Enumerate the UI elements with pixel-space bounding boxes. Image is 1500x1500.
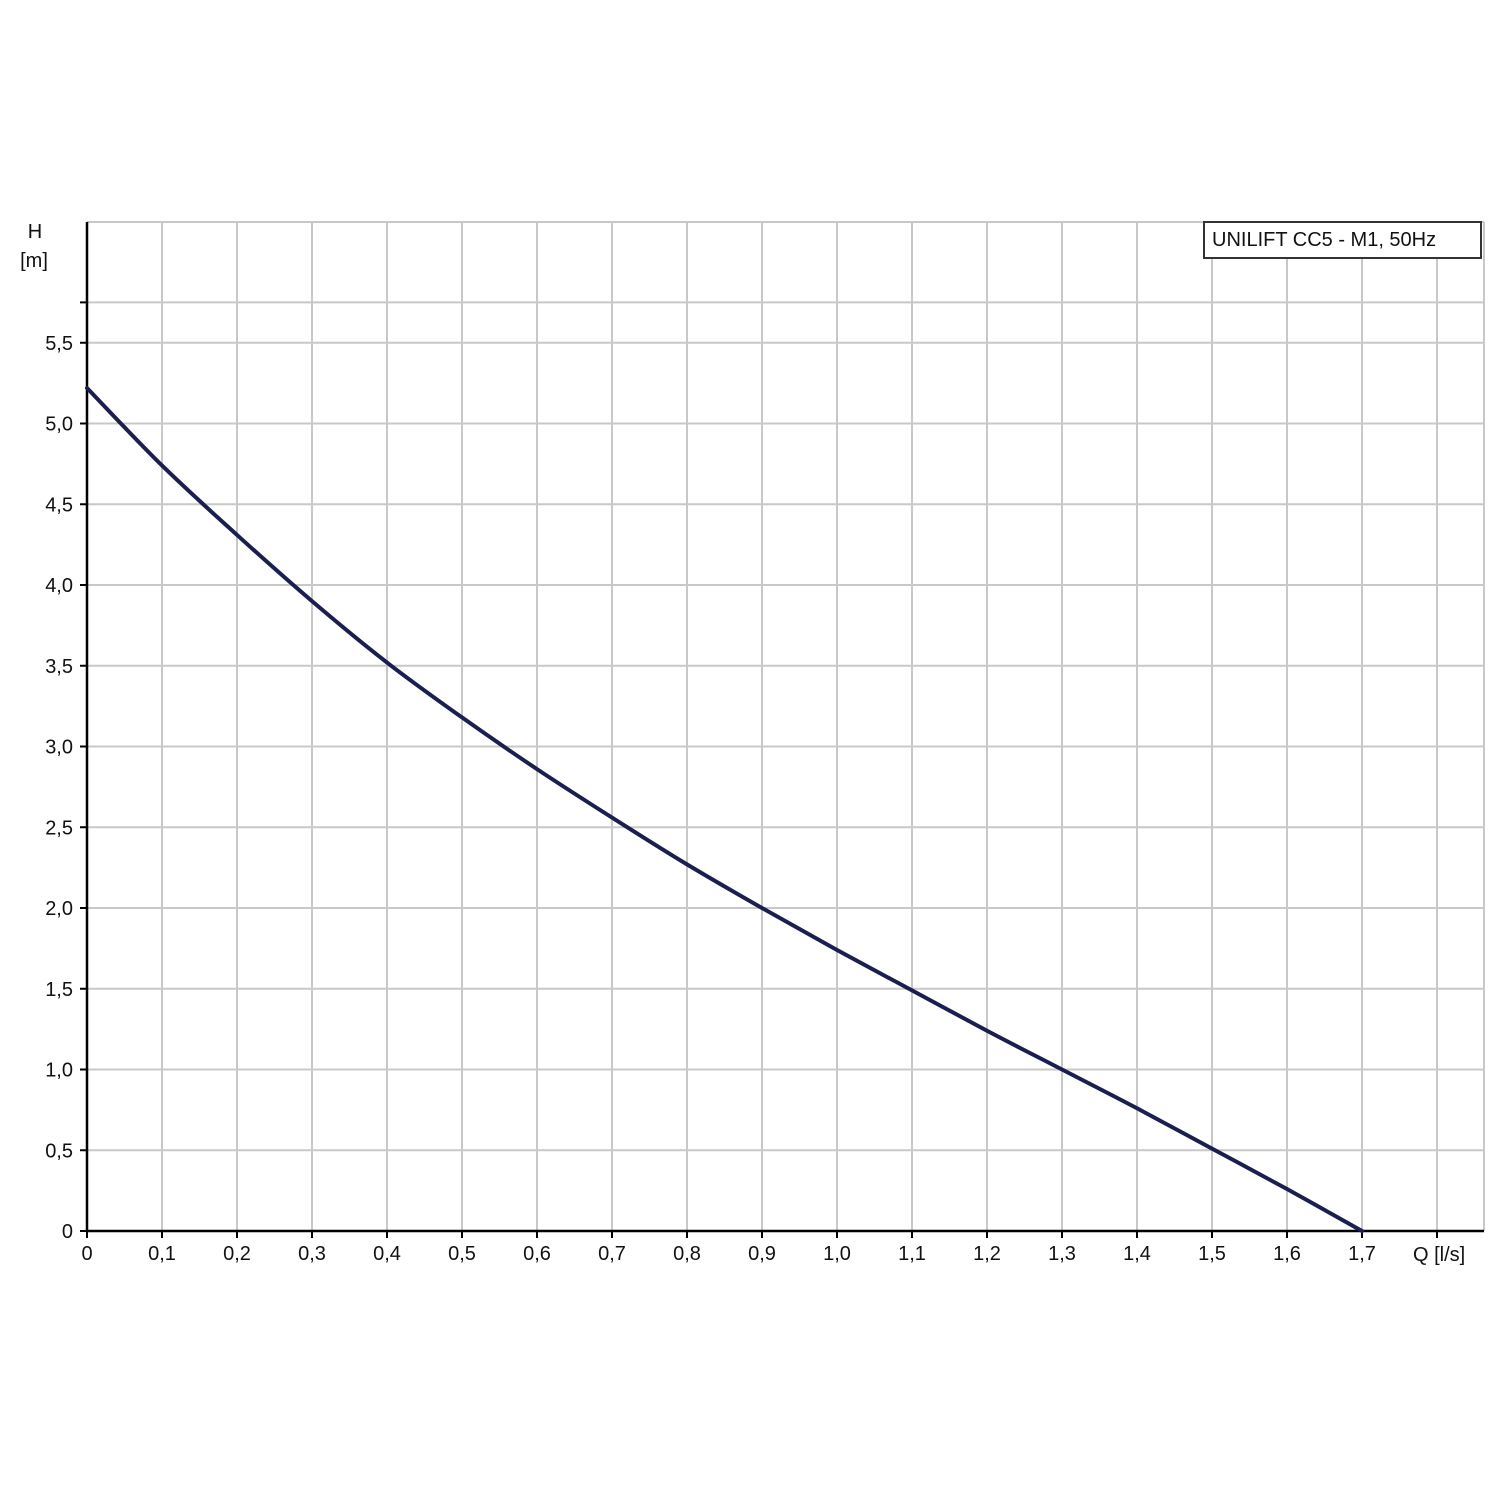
x-tick-label: 0,7 — [598, 1243, 626, 1265]
x-tick-label: 1,4 — [1123, 1243, 1151, 1265]
x-tick-labels: 0 0,1 0,2 0,3 0,4 0,5 0,6 0,7 0,8 0,9 1,0 1,1 1,2 1,3… — [81, 1231, 1438, 1265]
y-axis-label-unit: [m] — [20, 250, 48, 272]
x-axis-label: Q [l/s] — [1413, 1244, 1465, 1266]
y-tick-label: 0 — [62, 1221, 73, 1243]
y-axis-label-symbol: H — [28, 221, 42, 243]
y-tick-label: 0,5 — [45, 1140, 73, 1162]
y-tick-labels: 0 0,5 1,0 1,5 2,0 2,5 3,0 3,5 4,0 4,5 5,0 5,5 — [45, 301, 87, 1243]
x-tick-label: 1,5 — [1198, 1243, 1226, 1265]
x-tick-label: 0,1 — [148, 1243, 176, 1265]
x-tick-label: 1,3 — [1048, 1243, 1076, 1265]
y-tick-label: 4,0 — [45, 575, 73, 597]
x-tick-label: 0,6 — [523, 1243, 551, 1265]
y-tick-label: 3,5 — [45, 656, 73, 678]
y-tick-label: 4,5 — [45, 494, 73, 516]
x-tick-label: 1,2 — [973, 1243, 1001, 1265]
x-tick-label: 1,6 — [1273, 1243, 1301, 1265]
x-tick-label: 1,7 — [1348, 1243, 1376, 1265]
x-tick-label: 0,4 — [373, 1243, 401, 1265]
y-tick-label: 3,0 — [45, 737, 73, 759]
x-tick-label: 0,9 — [748, 1243, 776, 1265]
y-tick-label: 5,5 — [45, 333, 73, 355]
series-layer — [85, 385, 1364, 1233]
x-tick-label: 1,0 — [823, 1243, 851, 1265]
x-tick-label: 0 — [81, 1243, 92, 1265]
legend-entry: UNILIFT CC5 - M1, 50Hz — [1212, 229, 1436, 251]
y-tick-label: 1,5 — [45, 979, 73, 1001]
y-tick-label: 1,0 — [45, 1060, 73, 1082]
y-tick-label: 2,5 — [45, 817, 73, 839]
legend: UNILIFT CC5 - M1, 50Hz — [1203, 221, 1482, 259]
y-tick-label: 5,0 — [45, 414, 73, 436]
y-tick-label: 2,0 — [45, 898, 73, 920]
x-tick-label: 1,1 — [898, 1243, 926, 1265]
x-tick-label: 0,3 — [298, 1243, 326, 1265]
series-line — [85, 385, 1364, 1233]
grid-lines — [86, 221, 1485, 1232]
x-tick-label: 0,8 — [673, 1243, 701, 1265]
x-tick-label: 0,2 — [223, 1243, 251, 1265]
axes — [85, 222, 1484, 1233]
legend-box — [1203, 221, 1482, 259]
x-tick-label: 0,5 — [448, 1243, 476, 1265]
